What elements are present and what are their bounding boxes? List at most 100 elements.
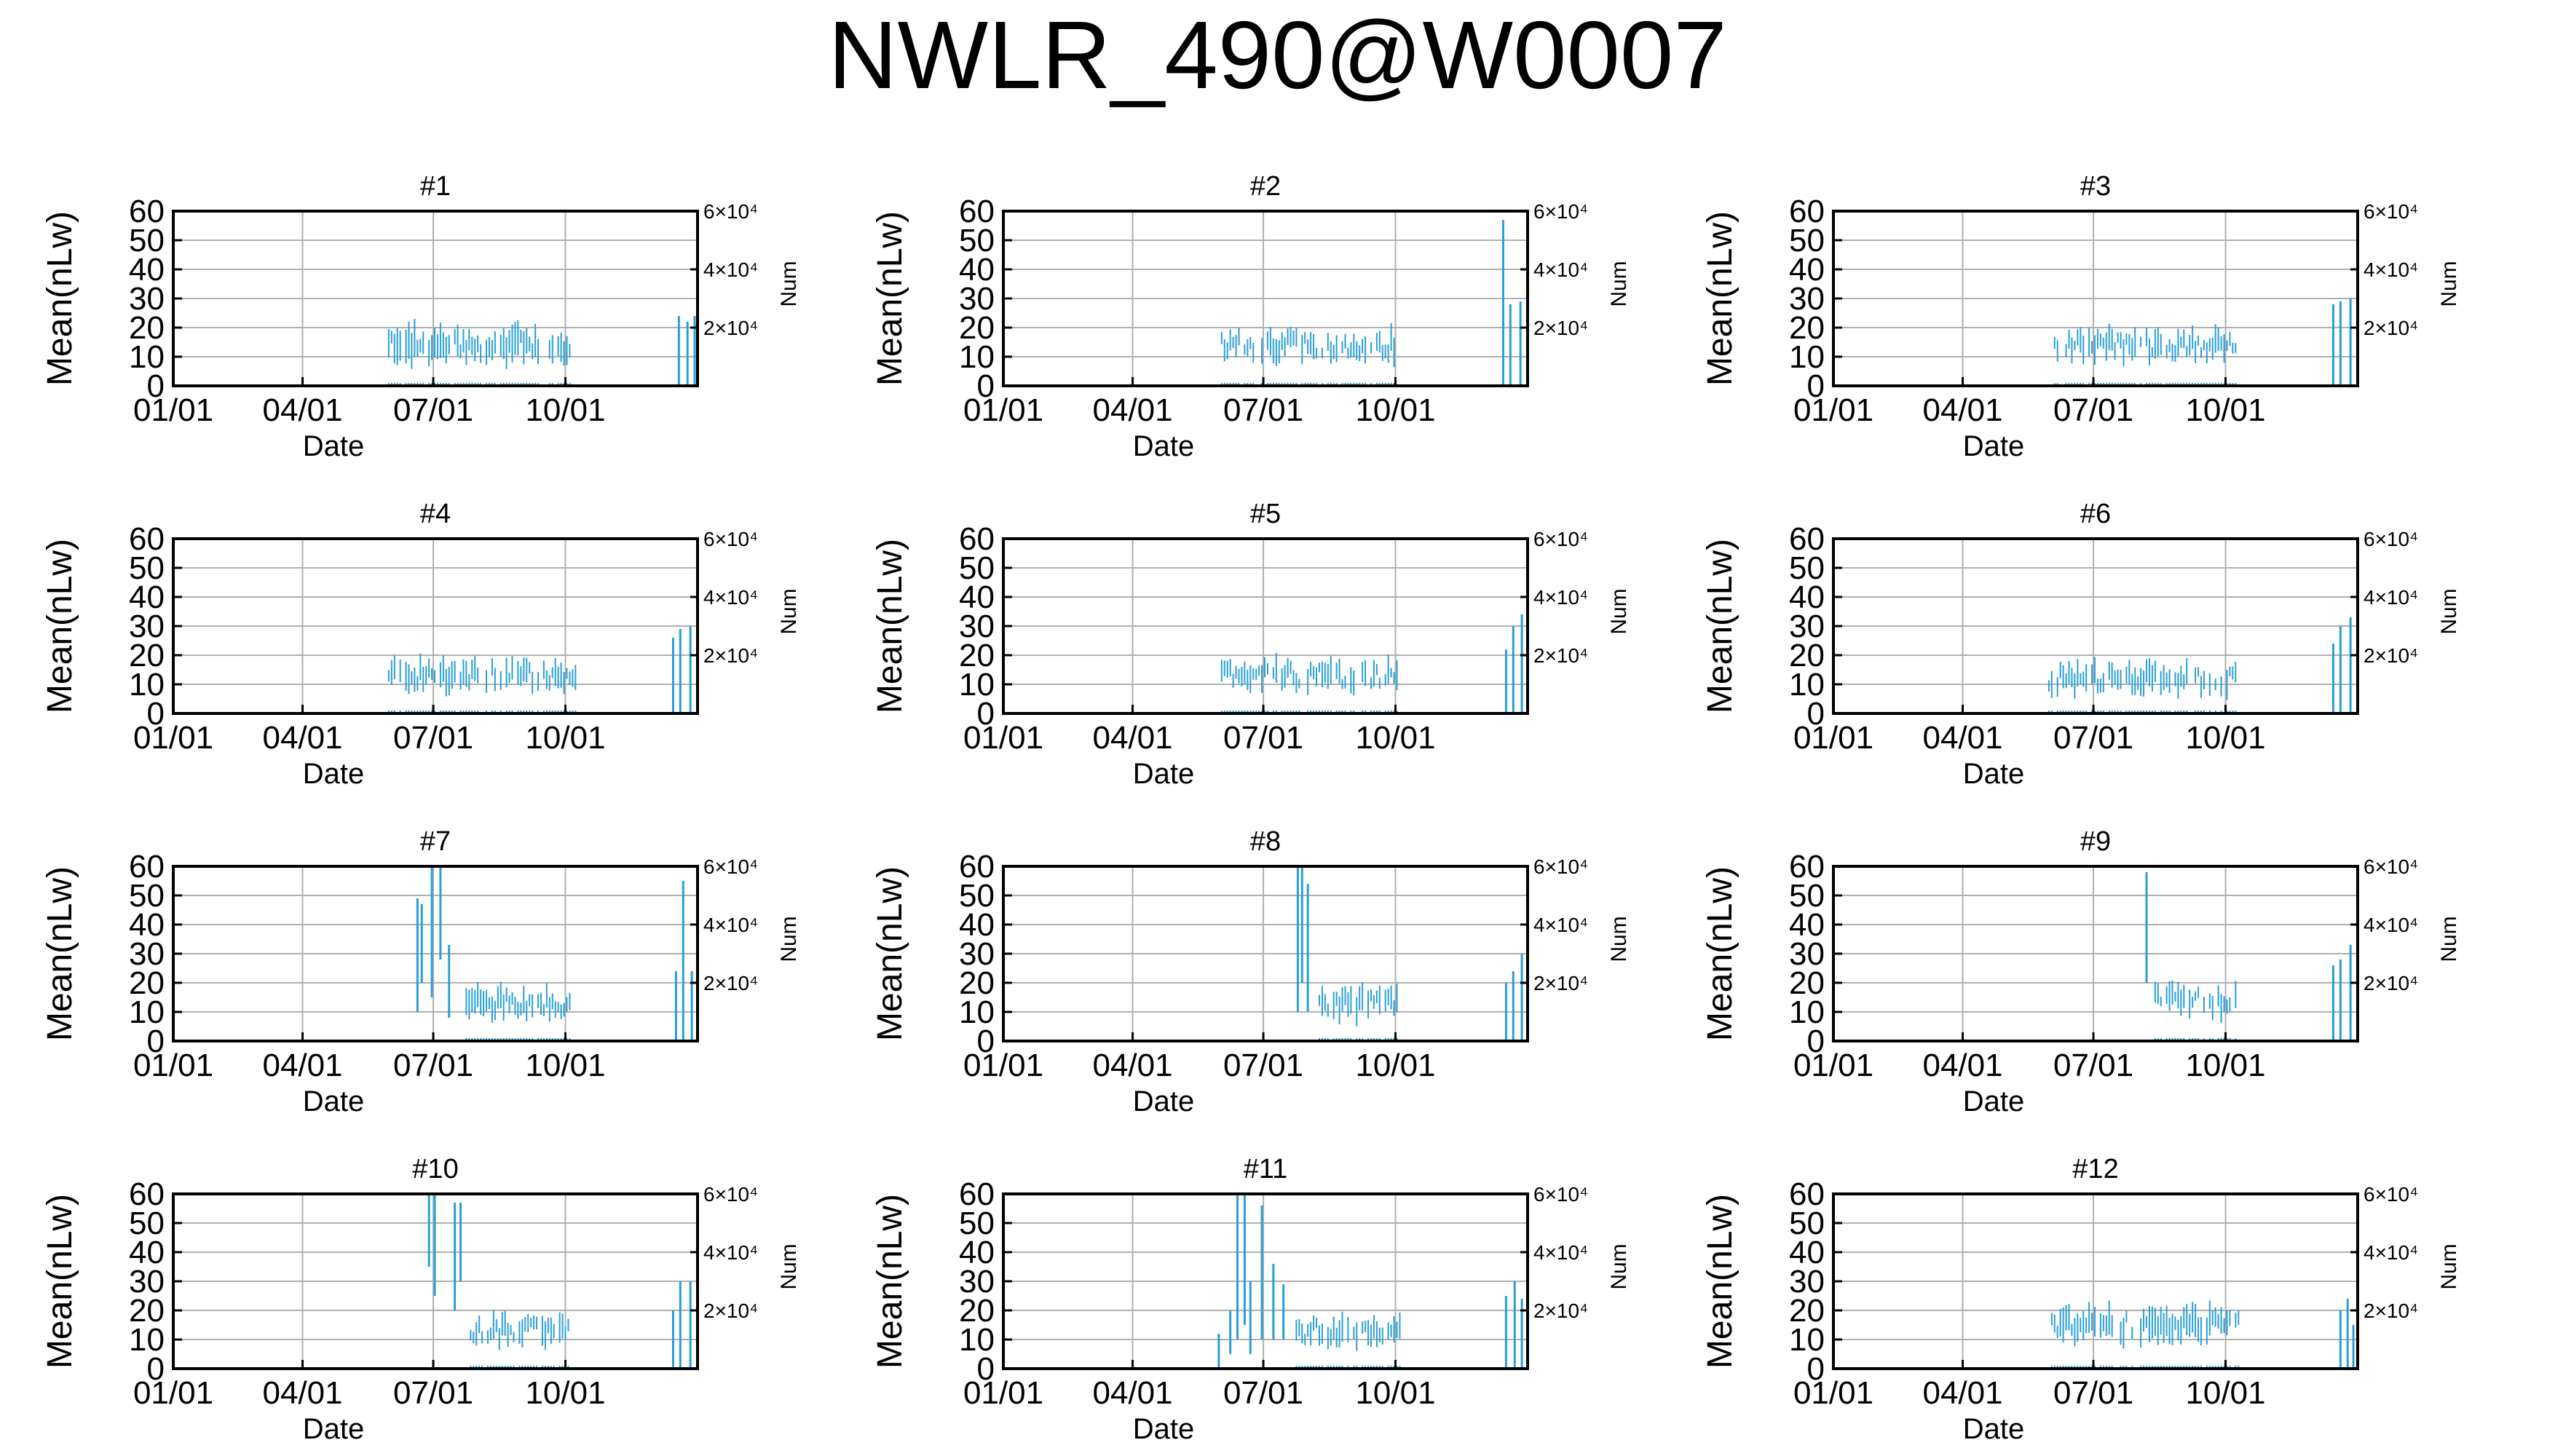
x-tick-label: 04/01 (1092, 1048, 1172, 1083)
y-axis-label: Mean(nLw) (871, 211, 909, 386)
y-axis-label: Mean(nLw) (871, 866, 909, 1041)
y-axis-label: Mean(nLw) (1701, 211, 1739, 386)
y2-tick-label: 4×10⁴ (703, 1241, 758, 1264)
y-tick-label: 50 (959, 550, 995, 586)
y2-tick-label: 6×10⁴ (1533, 528, 1588, 550)
y-axis-label: Mean(nLw) (1701, 866, 1739, 1041)
y-tick-label: 0 (977, 1024, 995, 1059)
y-tick-label: 10 (129, 667, 165, 703)
x-tick-label: 04/01 (262, 1375, 342, 1411)
y-tick-label: 0 (147, 696, 165, 732)
y2-tick-label: 4×10⁴ (1533, 1241, 1588, 1264)
x-tick-label: 01/01 (133, 1048, 213, 1083)
y-tick-label: 20 (129, 1293, 165, 1329)
y2-tick-label: 4×10⁴ (1533, 258, 1588, 281)
y-tick-label: 10 (959, 667, 995, 703)
y2-tick-label: 6×10⁴ (2364, 528, 2418, 550)
x-tick-label: 04/01 (1092, 392, 1172, 428)
x-tick-label: 07/01 (1223, 1048, 1303, 1083)
y-tick-label: 30 (1789, 936, 1825, 972)
y2-tick-label: 4×10⁴ (2364, 914, 2418, 936)
y2-tick-label: 6×10⁴ (1533, 855, 1588, 878)
y-tick-label: 20 (1789, 310, 1825, 346)
x-tick-label: 01/01 (133, 720, 213, 756)
y2-tick-label: 2×10⁴ (1533, 1299, 1588, 1322)
panel-title: #12 (2072, 1154, 2118, 1184)
x-tick-label: 10/01 (2185, 720, 2265, 756)
y-tick-label: 20 (129, 965, 165, 1001)
y2-tick-label: 2×10⁴ (703, 317, 758, 339)
y-tick-label: 60 (1789, 521, 1825, 557)
y2-tick-label: 6×10⁴ (703, 200, 758, 223)
panel-title: #11 (1244, 1154, 1288, 1184)
y-tick-label: 10 (129, 994, 165, 1030)
x-tick-label: 04/01 (1922, 1048, 2002, 1083)
x-axis-label: Date (1963, 430, 2025, 462)
y2-tick-label: 6×10⁴ (703, 1183, 758, 1206)
y-tick-label: 0 (147, 1351, 165, 1387)
x-tick-label: 10/01 (525, 1375, 605, 1411)
x-tick-label: 07/01 (393, 720, 473, 756)
y-tick-label: 50 (959, 223, 995, 258)
y-axis-label: Mean(nLw) (871, 1194, 909, 1369)
x-tick-label: 10/01 (525, 392, 605, 428)
y-tick-label: 0 (977, 696, 995, 732)
x-axis-label: Date (1133, 430, 1195, 462)
y2-tick-label: 2×10⁴ (2364, 317, 2418, 339)
y-tick-label: 40 (129, 907, 165, 943)
x-tick-label: 10/01 (2185, 1375, 2265, 1411)
x-tick-label: 04/01 (262, 392, 342, 428)
y-tick-label: 40 (1789, 907, 1825, 943)
panel-title: #4 (420, 499, 451, 529)
x-tick-label: 01/01 (1793, 1375, 1873, 1411)
x-tick-label: 07/01 (393, 1048, 473, 1083)
panel-title: #1 (420, 171, 451, 202)
y-tick-label: 50 (129, 1206, 165, 1241)
y-tick-label: 60 (1789, 849, 1825, 885)
y2-tick-label: 2×10⁴ (2364, 1299, 2418, 1322)
y-tick-label: 20 (1789, 1293, 1825, 1329)
y-tick-label: 40 (959, 579, 995, 615)
panel-title: #8 (1250, 826, 1281, 857)
y-tick-label: 50 (1789, 1206, 1825, 1241)
y-tick-label: 60 (129, 849, 165, 885)
y-tick-label: 60 (129, 521, 165, 557)
x-tick-label: 10/01 (525, 1048, 605, 1083)
y-tick-label: 10 (1789, 994, 1825, 1030)
y-tick-label: 30 (129, 281, 165, 317)
panel-title: #9 (2080, 826, 2111, 857)
panel-title: #3 (2080, 171, 2111, 202)
y-tick-label: 50 (129, 550, 165, 586)
y2-tick-label: 2×10⁴ (703, 972, 758, 994)
y2-axis-label: Num (1607, 1243, 1631, 1289)
x-tick-label: 04/01 (1922, 392, 2002, 428)
x-tick-label: 01/01 (963, 1375, 1043, 1411)
x-axis-label: Date (1963, 1085, 2025, 1117)
y-tick-label: 0 (977, 368, 995, 404)
y2-tick-label: 6×10⁴ (2364, 855, 2418, 878)
panel-title: #7 (420, 826, 451, 857)
y-tick-label: 60 (959, 194, 995, 229)
y-tick-label: 0 (1807, 368, 1825, 404)
x-axis-label: Date (303, 1413, 365, 1445)
y2-tick-label: 6×10⁴ (1533, 200, 1588, 223)
y-tick-label: 10 (129, 339, 165, 375)
x-tick-label: 10/01 (2185, 392, 2265, 428)
panel-title: #2 (1250, 171, 1281, 202)
y-tick-label: 10 (1789, 339, 1825, 375)
y-tick-label: 10 (129, 1322, 165, 1358)
x-tick-label: 04/01 (262, 1048, 342, 1083)
x-axis-label: Date (303, 430, 365, 462)
y-tick-label: 20 (129, 638, 165, 673)
x-tick-label: 07/01 (1223, 392, 1303, 428)
x-tick-label: 01/01 (1793, 720, 1873, 756)
y-tick-label: 60 (959, 849, 995, 885)
y-axis-label: Mean(nLw) (41, 866, 79, 1041)
